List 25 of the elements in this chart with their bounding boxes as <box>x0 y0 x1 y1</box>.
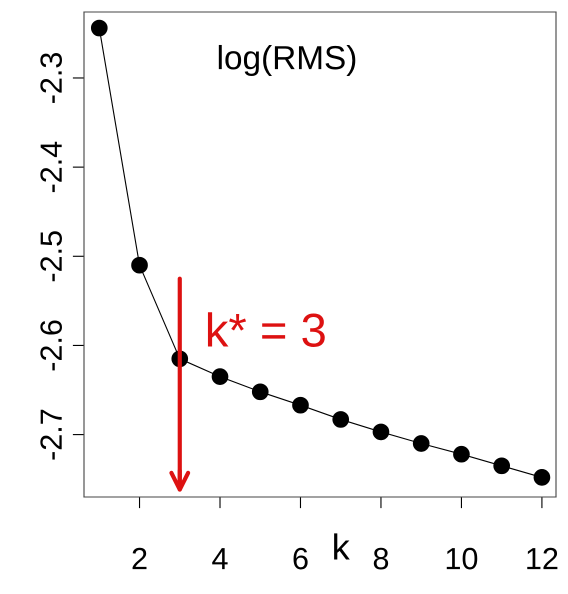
point <box>131 256 148 274</box>
point <box>534 469 550 486</box>
x-tick-label: 2 <box>132 548 146 570</box>
x-tick-label: 8 <box>374 548 388 570</box>
point <box>372 424 390 440</box>
x-tick-label: 12 <box>527 548 558 570</box>
point <box>412 435 430 452</box>
y-tick-label: -2.7 <box>40 410 62 460</box>
x-tick-label: 10 <box>446 548 478 570</box>
point <box>292 396 309 414</box>
ref-line-label: k* = 3 <box>208 312 325 347</box>
x-tick-label: 4 <box>212 548 228 570</box>
point <box>453 446 470 463</box>
y-tick-label: -2.6 <box>40 320 62 370</box>
y-tick-label: -2.5 <box>40 231 62 282</box>
point <box>493 457 510 474</box>
point <box>252 383 269 400</box>
y-tick-label: -2.4 <box>40 142 62 192</box>
point <box>90 20 108 36</box>
point <box>212 368 228 385</box>
x-tick-label: 6 <box>294 548 308 570</box>
point <box>332 411 350 428</box>
x-axis-title: k <box>334 533 350 560</box>
y-tick-label: -2.3 <box>40 52 62 103</box>
annotation: log(RMS) <box>218 44 356 76</box>
